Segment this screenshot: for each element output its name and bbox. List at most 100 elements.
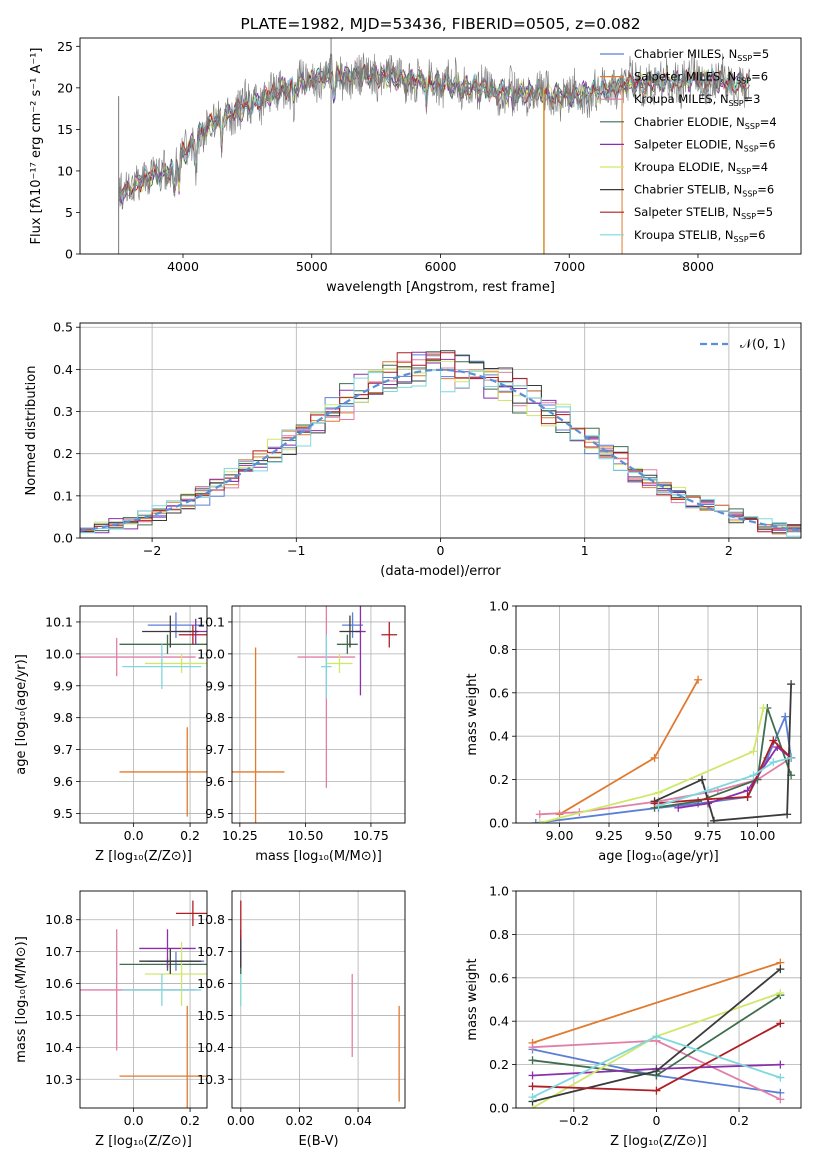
legend-label-4: Salpeter ELODIE, NSSP=6 [634, 137, 776, 153]
legend-name: Chabrier MILES, N [634, 47, 737, 61]
errorbar-point [326, 653, 353, 674]
weight-marker [654, 788, 663, 797]
weight-marker [787, 680, 796, 689]
weight-marker [776, 1095, 785, 1104]
x-tick-label-0: 0.0 [124, 1113, 144, 1128]
panel-weight-vs-z [516, 890, 801, 1109]
frame-residuals: −2 −1 0 1 2 0.0 0.1 0.2 0.3 0.4 0.5 (data-model)/er… [24, 320, 802, 579]
plot-area-weight-vs-age [531, 675, 796, 823]
panel-residuals [80, 323, 801, 539]
weight-marker [650, 753, 659, 762]
x-axis-label: E(B-V) [298, 1134, 338, 1149]
errorbar-point [232, 647, 285, 823]
x-tick-label-1: 9.25 [595, 828, 623, 843]
legend-subscript: SSP [737, 54, 752, 63]
legend-subscript: SSP [729, 99, 744, 108]
x-axis-label: age [log₁₀(age/yr)] [598, 849, 719, 864]
panel-age-vs-z [80, 606, 207, 823]
y-tick-label-3: 9.8 [53, 710, 73, 725]
plot-area-weight-vs-z [528, 958, 785, 1108]
weight-marker [749, 747, 758, 756]
legend-name: Kroupa MILES, N [634, 92, 729, 106]
errorbar-point [147, 612, 205, 638]
chart-title: PLATE=1982, MJD=53436, FIBERID=0505, z=0… [240, 15, 640, 33]
weight-marker [776, 1073, 785, 1082]
x-tick-label-2: 6000 [425, 259, 457, 274]
x-tick-label-2: 9.50 [645, 828, 673, 843]
y-tick-label-1: 9.6 [53, 774, 73, 789]
weight-marker [759, 703, 768, 712]
errorbar-point [178, 625, 207, 645]
x-tick-label-2: 0.2 [729, 1113, 749, 1128]
legend-subscript: SSP [734, 235, 749, 244]
weight-marker [769, 736, 778, 745]
y-tick-label-4: 0.8 [489, 642, 509, 657]
errorbar-point [142, 615, 199, 648]
panel-spectrum [118, 38, 750, 254]
legend-name: Chabrier STELIB, N [634, 183, 742, 197]
y-tick-label-0: 9.5 [205, 806, 225, 821]
y-tick-label-4: 10.7 [197, 944, 225, 959]
panel-mass-vs-z [80, 891, 207, 1108]
errorbar-point [339, 615, 361, 648]
legend-name: Salpeter MILES, N [634, 70, 736, 84]
weight-marker [674, 803, 683, 812]
plot-area-residuals [80, 350, 801, 538]
panel-age-vs-mass [232, 606, 405, 823]
y-tick-label-3: 0.6 [489, 685, 509, 700]
errorbar-point [381, 621, 398, 648]
y-axis-label: age [log₁₀(age/yr)] [14, 654, 29, 775]
y-tick-label-1: 5 [65, 205, 73, 220]
frame-age-vs-mass: 10.25 10.50 10.75 9.5 9.6 9.7 9.8 9.9 10.0 10.1 ma… [197, 605, 406, 864]
y-tick-label-5: 0.5 [53, 320, 73, 335]
y-tick-label-4: 9.9 [205, 678, 225, 693]
y-tick-label-2: 0.4 [489, 729, 509, 744]
legend-label-0: Chabrier MILES, NSSP=5 [634, 47, 769, 63]
weight-line-5 [539, 707, 765, 823]
x-tick-label-3: 7000 [553, 259, 585, 274]
weight-marker [776, 988, 785, 997]
y-tick-label-1: 0.2 [489, 1057, 509, 1072]
y-tick-label-3: 9.8 [205, 710, 225, 725]
legend-suffix: =6 [757, 183, 774, 197]
errorbar-point [139, 948, 202, 974]
y-tick-label-5: 10.0 [197, 646, 225, 661]
legend-suffix: =4 [760, 115, 777, 129]
y-tick-label-3: 0.6 [489, 970, 509, 985]
legend-label-2: Kroupa MILES, NSSP=3 [634, 92, 760, 108]
frame-age-vs-z: 0.0 0.2 9.5 9.6 9.7 9.8 9.9 10.0 10.1 Z [log₁₀(Z/… [14, 605, 208, 864]
x-tick-label-4: 2 [725, 543, 733, 558]
x-tick-label-1: 0 [652, 1113, 660, 1128]
y-tick-label-4: 20 [57, 80, 73, 95]
plot-area-mass-vs-z [80, 900, 207, 1108]
weight-marker [776, 1019, 785, 1028]
axes-frame [79, 605, 208, 824]
legend-label-6: Chabrier STELIB, NSSP=6 [634, 183, 774, 199]
x-tick-label-1: 0.2 [180, 1113, 200, 1128]
y-axis-label: mass weight [465, 673, 480, 755]
x-tick-label-3: 9.75 [694, 828, 722, 843]
legend-name: Chabrier ELODIE, N [634, 115, 745, 129]
weight-marker [787, 753, 796, 762]
y-tick-label-1: 0.1 [53, 488, 73, 503]
y-tick-label-0: 0.0 [489, 1101, 509, 1116]
axes-frame [515, 890, 802, 1109]
y-tick-label-4: 0.4 [53, 362, 73, 377]
frame-mass-vs-ebv: 0.00 0.02 0.04 10.3 10.4 10.5 10.6 10.7 10.8 E(B-… [197, 890, 406, 1149]
errorbar-point [122, 644, 202, 689]
x-tick-label-3: 1 [581, 543, 589, 558]
y-tick-label-3: 10.6 [197, 976, 225, 991]
y-tick-label-1: 9.6 [205, 774, 225, 789]
legend-label-5: Kroupa ELODIE, NSSP=4 [634, 160, 768, 176]
weight-marker [654, 801, 663, 810]
y-tick-label-1: 0.2 [489, 772, 509, 787]
x-tick-label-2: 0 [437, 543, 445, 558]
x-axis-label: wavelength [Angstrom, rest frame] [326, 280, 555, 295]
y-axis-label: mass weight [465, 958, 480, 1040]
errorbar-point [122, 973, 202, 1006]
plot-area-spectrum [118, 38, 750, 254]
errorbar-point [144, 942, 207, 1006]
spectrum-data [118, 51, 750, 211]
legend-suffix: =4 [751, 160, 768, 174]
